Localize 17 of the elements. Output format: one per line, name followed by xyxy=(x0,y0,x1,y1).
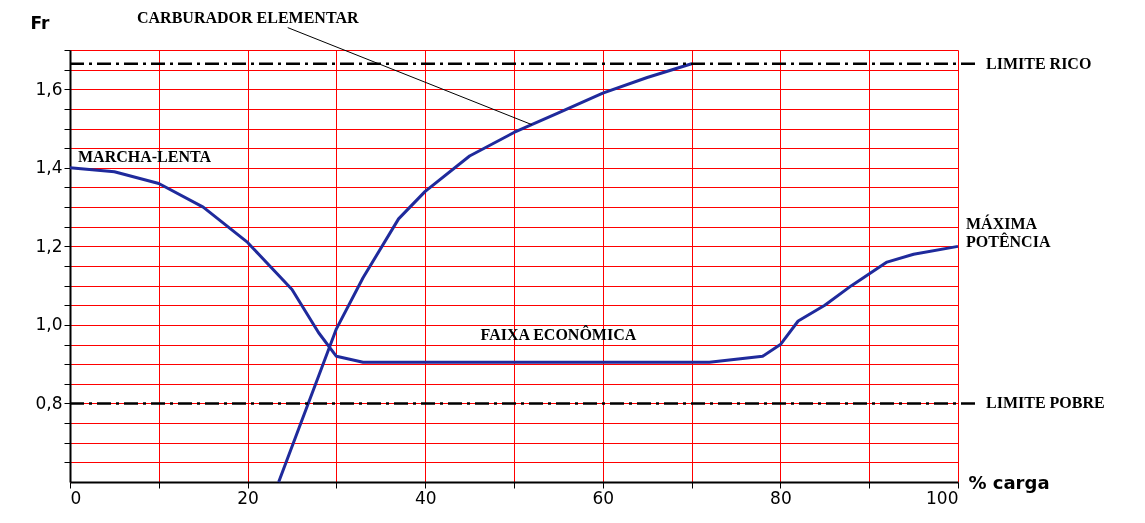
y-axis-title: Fr xyxy=(30,12,51,33)
x-tick-label: 0 xyxy=(70,487,82,508)
x-tick-label: 80 xyxy=(770,487,792,508)
y-tick-label: 1,6 xyxy=(35,78,63,99)
annotation: MÁXIMA POTÊNCIA xyxy=(966,214,1051,251)
ref-line-label: LIMITE POBRE xyxy=(986,394,1105,412)
x-tick-label: 60 xyxy=(592,487,615,508)
x-tick-label: 20 xyxy=(237,487,259,508)
y-tick-label: 1,4 xyxy=(35,157,63,178)
y-tick-label: 0,8 xyxy=(35,392,63,413)
y-tick-label: 1,2 xyxy=(35,235,63,256)
y-tick-label: 1,0 xyxy=(35,314,63,335)
x-axis-title: % carga xyxy=(968,471,1050,493)
x-tick-label: 40 xyxy=(414,487,437,508)
ref-line-label: LIMITE RICO xyxy=(986,54,1092,72)
annotation: CARBURADOR ELEMENTAR xyxy=(137,8,359,26)
x-tick-label: 100 xyxy=(926,487,959,508)
